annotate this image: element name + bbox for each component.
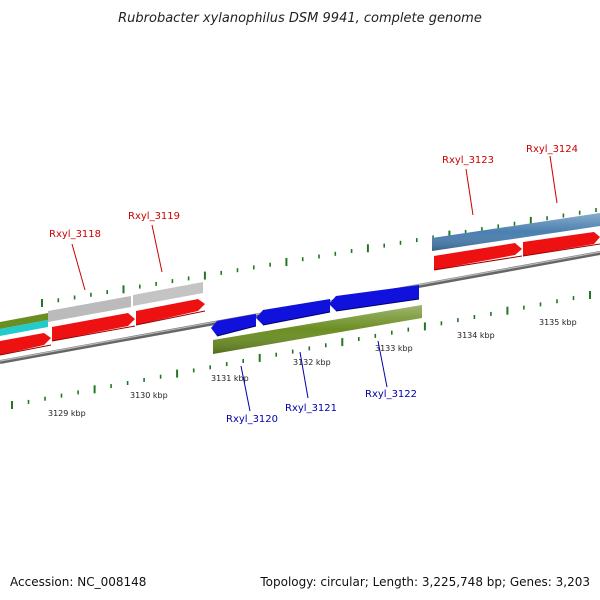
gene-block-cyan-left[interactable]: [0, 320, 48, 336]
accession-text: Accession: NC_008148: [10, 575, 146, 589]
tick-row-bottom: [11, 291, 591, 409]
map-title: Rubrobacter xylanophilus DSM 9941, compl…: [118, 11, 482, 26]
tick-label-3130: 3130 kbp: [130, 391, 168, 400]
cds-arrow-red-1[interactable]: [0, 333, 51, 355]
cds-arrow-red-3[interactable]: [136, 299, 205, 325]
forward-gene-track: [0, 213, 600, 336]
forward-gene-labels: Rxyl_3118 Rxyl_3119 Rxyl_3123 Rxyl_3124: [49, 144, 578, 291]
cds-arrow-red-5[interactable]: [523, 232, 600, 256]
gene-label-rxyl-3123[interactable]: Rxyl_3123: [442, 155, 494, 166]
gene-label-rxyl-3120[interactable]: Rxyl_3120: [226, 414, 278, 425]
gene-label-rxyl-3119[interactable]: Rxyl_3119: [128, 211, 180, 222]
gene-label-rxyl-3118[interactable]: Rxyl_3118: [49, 229, 101, 240]
gene-label-rxyl-3121[interactable]: Rxyl_3121: [285, 403, 337, 414]
gene-block-grey-1[interactable]: [48, 296, 131, 322]
cds-arrow-blue-2[interactable]: [256, 299, 330, 325]
forward-cds-track: [0, 232, 600, 356]
cds-arrow-red-2[interactable]: [52, 313, 135, 341]
tick-labels: 3129 kbp 3130 kbp 3131 kbp 3132 kbp 3133…: [48, 318, 577, 418]
reverse-gene-track: [213, 305, 422, 354]
tick-label-3135: 3135 kbp: [539, 318, 577, 327]
reverse-cds-track: [211, 285, 420, 337]
cds-arrow-blue-1[interactable]: [211, 314, 256, 336]
genome-summary-text: Topology: circular; Length: 3,225,748 bp…: [259, 575, 590, 589]
gene-label-rxyl-3124[interactable]: Rxyl_3124: [526, 144, 578, 155]
tick-label-3133: 3133 kbp: [375, 344, 413, 353]
reverse-gene-labels: Rxyl_3120 Rxyl_3121 Rxyl_3122: [226, 340, 417, 425]
gene-block-grey-2[interactable]: [133, 282, 203, 306]
tick-label-3129: 3129 kbp: [48, 409, 86, 418]
gene-block-green-left[interactable]: [0, 313, 48, 329]
tick-label-3132: 3132 kbp: [293, 358, 331, 367]
cds-arrow-red-4[interactable]: [434, 243, 522, 270]
tick-label-3131: 3131 kbp: [211, 374, 249, 383]
cds-arrow-blue-3[interactable]: [329, 285, 419, 311]
tick-label-3134: 3134 kbp: [457, 331, 495, 340]
gene-label-rxyl-3122[interactable]: Rxyl_3122: [365, 389, 417, 400]
